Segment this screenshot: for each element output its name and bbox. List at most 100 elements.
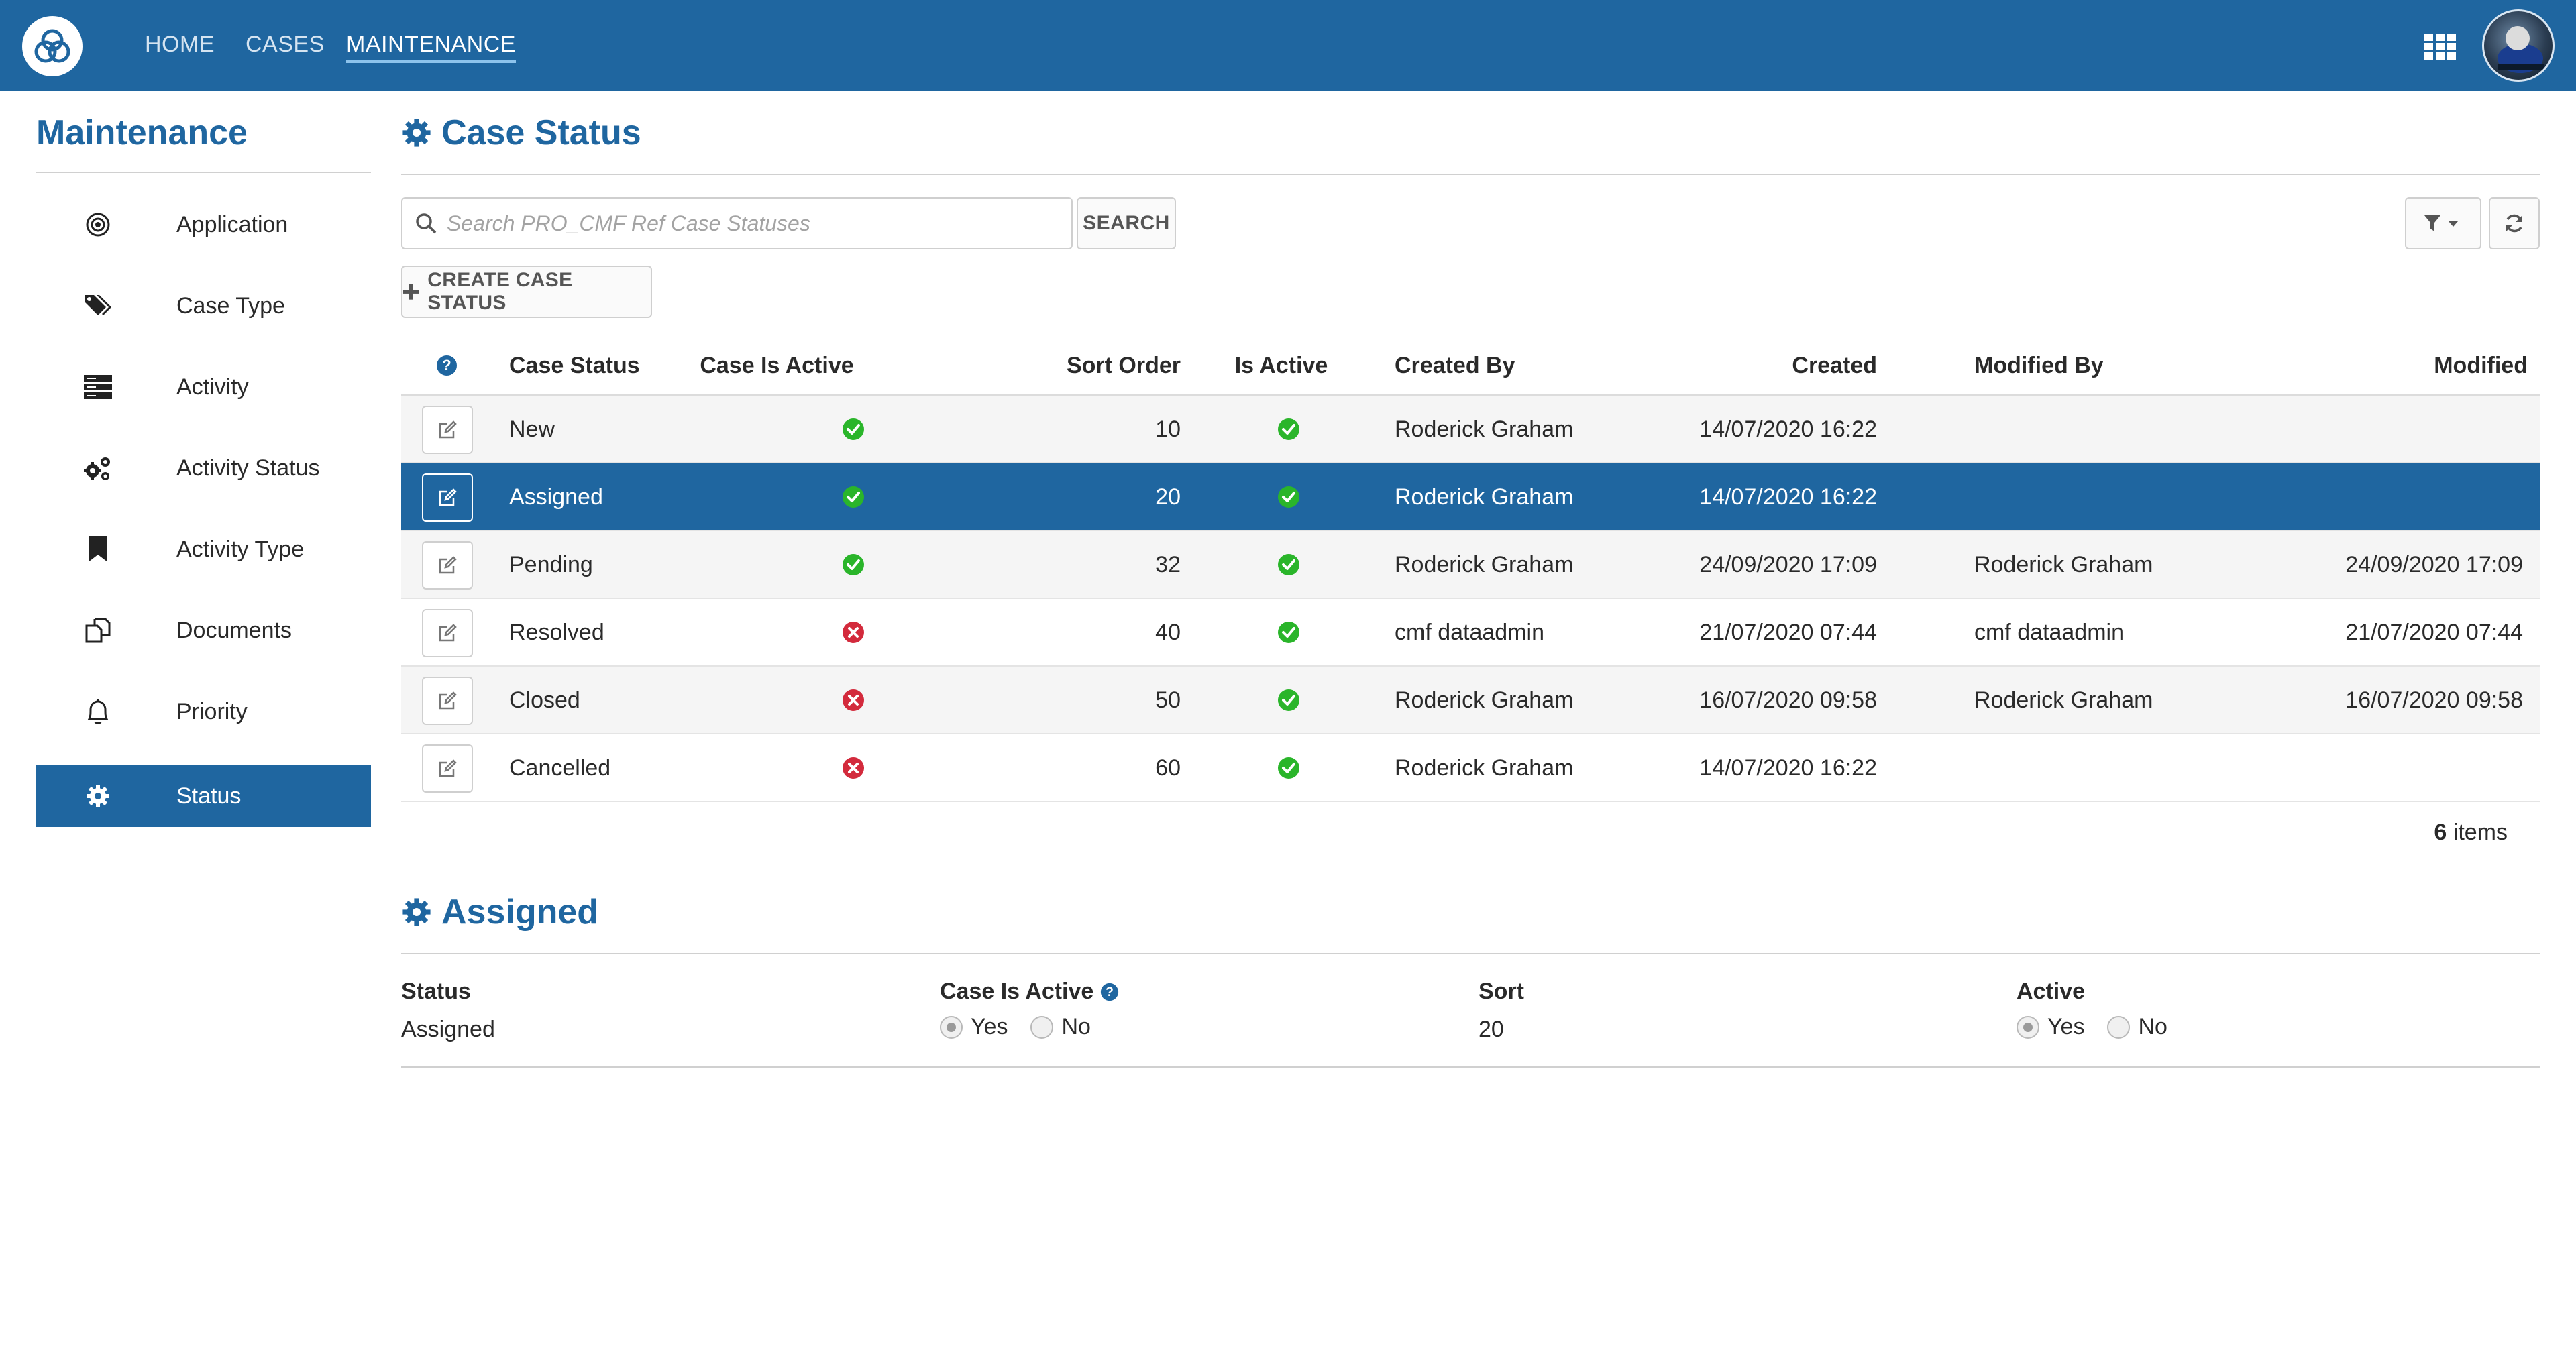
page-title: Case Status [401,113,641,153]
active-no-radio[interactable] [2107,1015,2131,1039]
cell-sort-order: 50 [1155,687,1181,713]
active-label: Active [2017,978,2086,1004]
case-is-active-yes-radio[interactable] [940,1015,963,1039]
edit-button[interactable] [422,473,473,522]
items-count-suffix: items [2453,820,2508,845]
app-logo[interactable] [22,16,83,76]
x-circle-icon [842,756,865,779]
check-circle-icon [842,553,865,576]
sidebar-item-activity[interactable]: Activity [36,356,371,418]
sidebar-item-priority[interactable]: Priority [36,681,371,742]
gear-icon [402,119,431,147]
cell-created-by: Roderick Graham [1395,552,1574,577]
edit-button[interactable] [422,609,473,657]
col-created-by[interactable]: Created By [1395,353,1515,378]
cell-case-status: New [509,416,555,442]
nav-maintenance[interactable]: MAINTENANCE [346,30,516,63]
radio-selected-dot [2023,1022,2033,1032]
case-is-active-no-radio[interactable] [1030,1015,1054,1039]
table-row[interactable]: New 10 Roderick Graham 14/07/2020 16:22 [401,396,2540,463]
edit-button[interactable] [422,406,473,454]
cell-modified-by: Roderick Graham [1974,552,2153,577]
create-case-status-button[interactable]: CREATE CASE STATUS [401,266,652,318]
sidebar-item-label: Status [176,783,241,809]
refresh-button[interactable] [2489,197,2540,249]
col-sort-order[interactable]: Sort Order [1066,353,1181,378]
col-modified-by[interactable]: Modified By [1974,353,2104,378]
nav-cases[interactable]: CASES [246,32,325,57]
edit-icon [439,488,457,506]
check-circle-icon [1277,621,1300,644]
logo-knot-icon [34,29,70,63]
col-case-is-active[interactable]: Case Is Active [700,353,854,378]
gear-icon [83,781,113,811]
plus-icon [402,284,419,300]
sidebar-item-label: Documents [176,617,292,643]
sidebar-item-label: Case Type [176,292,285,319]
check-circle-icon [1277,553,1300,576]
sidebar-item-activity-status[interactable]: Activity Status [36,437,371,499]
cell-created-by: Roderick Graham [1395,484,1574,510]
cell-case-status: Closed [509,687,580,713]
table-row[interactable]: Assigned 20 Roderick Graham 14/07/2020 16:2… [401,463,2540,531]
cell-created-by: cmf dataadmin [1395,620,1544,645]
check-circle-icon [842,418,865,441]
search-input[interactable] [447,211,1051,236]
x-circle-icon [842,621,865,644]
col-modified[interactable]: Modified [2434,353,2528,378]
active-yes-radio[interactable] [2017,1015,2039,1039]
col-created[interactable]: Created [1792,353,1877,378]
check-circle-icon [1277,486,1300,508]
apps-grid-icon[interactable] [2424,34,2457,60]
details-divider [401,953,2540,954]
top-navbar: HOME CASES MAINTENANCE [0,0,2576,91]
col-case-status[interactable]: Case Status [509,353,640,378]
search-field[interactable] [401,197,1073,249]
col-is-active[interactable]: Is Active [1234,353,1328,378]
edit-icon [439,556,457,574]
filter-button[interactable] [2405,197,2481,249]
title-divider [401,174,2540,175]
table-row[interactable]: Pending 32 Roderick Graham 24/09/2020 17:09… [401,531,2540,599]
sidebar-item-activity-type[interactable]: Activity Type [36,518,371,580]
sidebar-item-case-type[interactable]: Case Type [36,275,371,337]
case-is-active-no-label: No [1061,1014,1091,1040]
case-status-table: ? Case Status Case Is Active Sort Order … [401,335,2540,802]
sort-label: Sort [1479,978,1524,1004]
cell-modified-by: cmf dataadmin [1974,620,2124,645]
sidebar-item-documents[interactable]: Documents [36,600,371,661]
user-avatar[interactable] [2482,9,2555,82]
table-row[interactable]: Cancelled 60 Roderick Graham 14/07/2020 16:… [401,734,2540,802]
check-circle-icon [842,486,865,508]
cell-case-status: Pending [509,552,593,577]
cell-sort-order: 60 [1155,755,1181,781]
cell-created: 14/07/2020 16:22 [1699,416,1877,442]
cell-created-by: Roderick Graham [1395,755,1574,781]
search-button[interactable]: SEARCH [1077,197,1176,249]
edit-button[interactable] [422,677,473,725]
table-row[interactable]: Resolved 40 cmf dataadmin 21/07/2020 07:44 c… [401,599,2540,667]
target-icon [83,210,113,239]
x-circle-icon [842,689,865,712]
sidebar-item-label: Priority [176,698,248,724]
edit-icon [439,624,457,642]
sidebar-item-label: Application [176,211,288,237]
bookmark-icon [83,535,113,564]
case-is-active-yes-label: Yes [971,1014,1008,1040]
edit-button[interactable] [422,541,473,590]
search-icon [416,213,437,234]
help-icon[interactable]: ? [436,335,458,396]
sidebar-item-status[interactable]: Status [36,765,371,827]
details-title: Assigned [401,892,598,932]
sidebar-item-application[interactable]: Application [36,194,371,256]
help-icon[interactable]: ? [1100,983,1119,1001]
filter-icon [2424,215,2458,231]
documents-icon [83,616,113,645]
active-yes-label: Yes [2047,1014,2085,1040]
edit-button[interactable] [422,744,473,793]
nav-home[interactable]: HOME [145,32,215,57]
table-row[interactable]: Closed 50 Roderick Graham 16/07/2020 09:58 R… [401,667,2540,734]
radio-selected-dot [947,1022,956,1032]
cell-modified: 16/07/2020 09:58 [2345,687,2523,713]
items-count-number: 6 [2434,820,2447,845]
